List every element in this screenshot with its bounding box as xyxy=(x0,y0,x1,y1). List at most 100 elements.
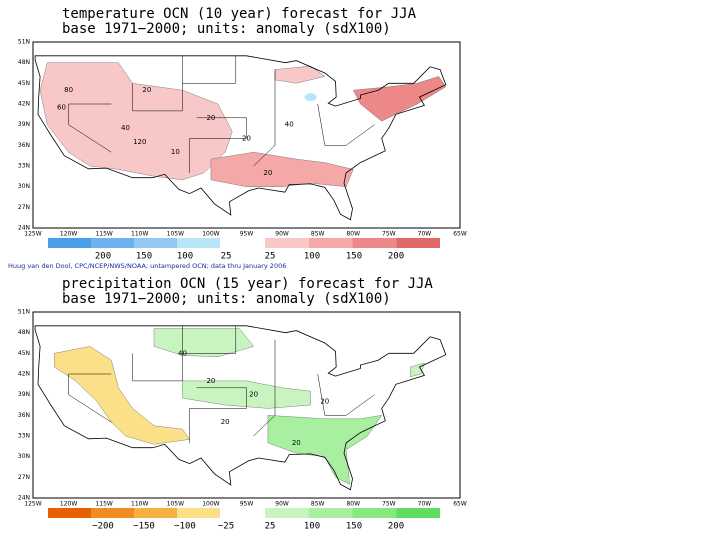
lon-label: 70W xyxy=(418,231,432,238)
colorbar-swatch xyxy=(352,508,397,518)
lon-label: 65W xyxy=(453,501,467,508)
contour-label: 20 xyxy=(249,391,258,399)
contour-label: 20 xyxy=(320,398,329,406)
lon-label: 95W xyxy=(240,501,254,508)
anomaly-region xyxy=(267,415,383,485)
colorbar-swatch xyxy=(308,508,353,518)
contour-label: 60 xyxy=(57,103,66,111)
state-border xyxy=(253,69,276,167)
colorbar-swatch xyxy=(134,508,177,518)
contour-label: 20 xyxy=(263,169,272,177)
lon-label: 100W xyxy=(202,501,219,508)
lat-label: 27N xyxy=(18,204,30,211)
lon-label: 125W xyxy=(24,231,41,238)
colorbar-swatch xyxy=(265,238,309,248)
colorbar-label: 150 xyxy=(346,252,362,262)
lon-label: 85W xyxy=(311,501,325,508)
coastline xyxy=(34,55,447,221)
colorbar-swatch xyxy=(265,508,309,518)
colorbar-label: 25 xyxy=(265,252,276,262)
lat-label: 42N xyxy=(18,371,30,378)
lon-label: 125W xyxy=(24,501,41,508)
colorbar-label: −100 xyxy=(174,522,196,532)
contour-label: 120 xyxy=(133,138,146,146)
colorbar-label: −25 xyxy=(218,522,234,532)
lon-label: 95W xyxy=(240,231,254,238)
state-border xyxy=(182,55,237,84)
colorbar-label: 25 xyxy=(265,522,276,532)
lon-label: 110W xyxy=(131,501,148,508)
lon-label: 80W xyxy=(346,231,360,238)
lat-label: 42N xyxy=(18,101,30,108)
contour-label: 20 xyxy=(221,418,230,426)
lon-label: 90W xyxy=(275,231,289,238)
lat-label: 48N xyxy=(18,329,30,336)
contour-label: 20 xyxy=(206,377,215,385)
lon-label: 80W xyxy=(346,501,360,508)
anomaly-region xyxy=(153,328,254,358)
colorbar-label: 100 xyxy=(304,522,320,532)
lat-label: 51N xyxy=(18,39,30,46)
lon-label: 120W xyxy=(60,501,77,508)
contour-label: 40 xyxy=(285,121,294,129)
colorbar-swatch xyxy=(91,508,134,518)
colorbar-swatch xyxy=(91,238,134,248)
colorbar-swatch xyxy=(48,508,91,518)
coastline xyxy=(34,325,447,491)
colorbar-swatch xyxy=(396,508,440,518)
state-border xyxy=(189,117,247,173)
lon-label: 105W xyxy=(167,501,184,508)
lat-label: 24N xyxy=(18,225,30,232)
lon-label: 75W xyxy=(382,501,396,508)
lat-label: 36N xyxy=(18,142,30,149)
lat-label: 45N xyxy=(18,80,30,87)
map-title: base 1971−2000; units: anomaly (sdX100) xyxy=(62,291,391,307)
lat-label: 51N xyxy=(18,309,30,316)
lat-label: 36N xyxy=(18,412,30,419)
contour-label: 40 xyxy=(178,349,187,357)
lon-label: 120W xyxy=(60,231,77,238)
contour-label: 40 xyxy=(121,124,130,132)
map-area xyxy=(32,41,461,248)
lon-label: 115W xyxy=(95,501,112,508)
lat-label: 24N xyxy=(18,495,30,502)
contour-label: 20 xyxy=(242,134,251,142)
lon-label: 75W xyxy=(382,231,396,238)
lon-label: 105W xyxy=(167,231,184,238)
lon-label: 85W xyxy=(311,231,325,238)
lat-label: 33N xyxy=(18,163,30,170)
anomaly-region xyxy=(39,62,233,181)
state-border xyxy=(182,325,237,354)
lat-label: 30N xyxy=(18,453,30,460)
colorbar-label: 150 xyxy=(136,252,152,262)
colorbar-swatch xyxy=(48,238,91,248)
lat-label: 30N xyxy=(18,183,30,190)
lat-label: 39N xyxy=(18,391,30,398)
map-title: temperature OCN (10 year) forecast for J… xyxy=(62,6,417,22)
lon-label: 110W xyxy=(131,231,148,238)
lon-label: 90W xyxy=(275,501,289,508)
colorbar-swatch xyxy=(177,238,220,248)
state-border xyxy=(317,103,375,146)
anomaly-region xyxy=(210,151,354,187)
colorbar-swatch xyxy=(352,238,397,248)
colorbar-swatch xyxy=(177,508,220,518)
colorbar-label: 200 xyxy=(388,522,404,532)
contour-label: 10 xyxy=(171,148,180,156)
colorbar-swatch xyxy=(134,238,177,248)
colorbar-label: −150 xyxy=(133,522,155,532)
contour-label: 20 xyxy=(142,86,151,94)
credit: Huug van den Dool, CPC/NCEP/NWS/NOAA; un… xyxy=(8,262,286,270)
lat-label: 45N xyxy=(18,350,30,357)
colorbar-swatch xyxy=(396,238,440,248)
state-border xyxy=(189,387,247,443)
colorbar-swatch xyxy=(308,238,353,248)
colorbar-label: 150 xyxy=(346,522,362,532)
lon-label: 65W xyxy=(453,231,467,238)
lon-label: 115W xyxy=(95,231,112,238)
anomaly-region xyxy=(304,93,317,102)
map-area xyxy=(32,311,461,518)
map-title: precipitation OCN (15 year) forecast for… xyxy=(62,276,433,292)
contour-label: 20 xyxy=(292,439,301,447)
